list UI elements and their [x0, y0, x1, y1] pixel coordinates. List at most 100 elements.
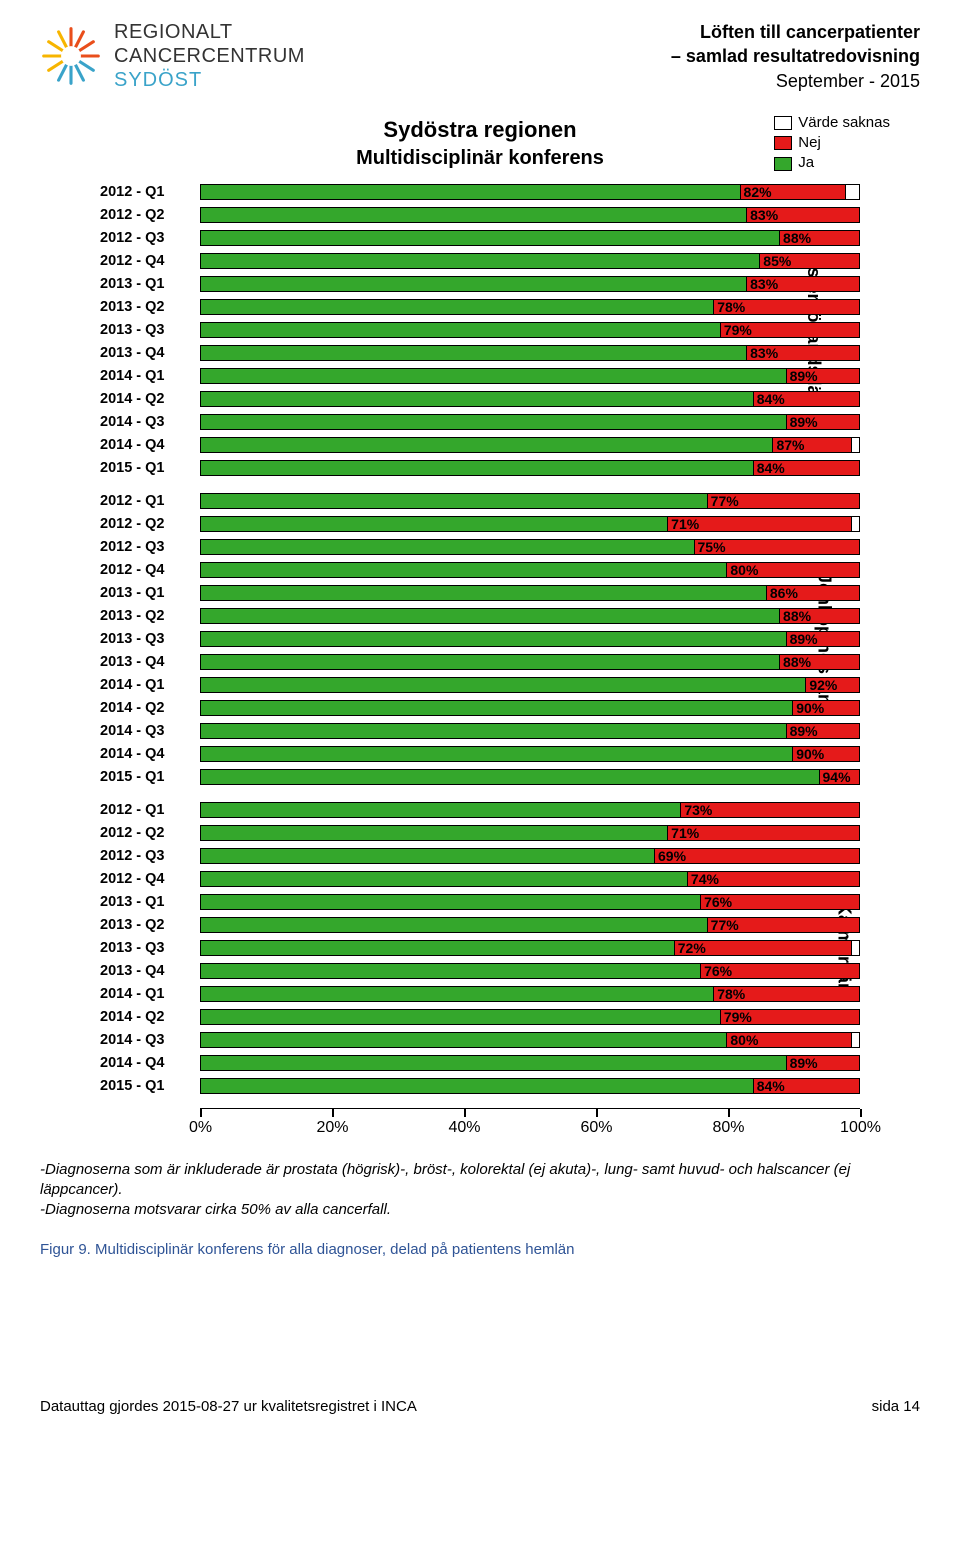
- bar-track: 87%: [200, 437, 860, 453]
- x-tick-label: 60%: [580, 1119, 612, 1137]
- bar-track: 84%: [200, 460, 860, 476]
- x-tick-label: 40%: [448, 1119, 480, 1137]
- x-tick-mark: [728, 1109, 730, 1117]
- bar-segment-ja: [201, 323, 721, 337]
- bar-row: 2013 - Q476%: [100, 960, 860, 983]
- bar-segment-ja: [201, 987, 714, 1001]
- bar-segment-ja: [201, 392, 754, 406]
- bar-y-label: 2012 - Q2: [100, 207, 200, 223]
- bar-segment-ja: [201, 369, 787, 383]
- legend-swatch: [774, 116, 792, 130]
- bar-segment-saknas: [852, 941, 859, 955]
- bar-track: 73%: [200, 802, 860, 818]
- bar-track: 89%: [200, 414, 860, 430]
- bar-pct-label: 94%: [823, 769, 851, 785]
- bar-segment-ja: [201, 517, 668, 531]
- bar-pct-label: 87%: [776, 437, 804, 453]
- bar-segment-ja: [201, 849, 655, 863]
- bar-track: 89%: [200, 368, 860, 384]
- bar-row: 2013 - Q488%: [100, 651, 860, 674]
- bar-y-label: 2013 - Q1: [100, 894, 200, 910]
- bar-segment-ja: [201, 185, 741, 199]
- bar-y-label: 2014 - Q3: [100, 723, 200, 739]
- bar-track: 71%: [200, 516, 860, 532]
- chart-group: Kalmar län2012 - Q173%2012 - Q271%2012 -…: [100, 799, 860, 1098]
- x-tick: 0%: [200, 1109, 201, 1117]
- header-right-line1: Löften till cancerpatienter: [671, 20, 920, 44]
- bar-pct-label: 75%: [698, 539, 726, 555]
- x-tick: 80%: [728, 1109, 729, 1117]
- bar-pct-label: 89%: [790, 723, 818, 739]
- bar-pct-label: 72%: [678, 940, 706, 956]
- org-name: REGIONALT CANCERCENTRUM SYDÖST: [114, 20, 305, 92]
- legend-swatch: [774, 136, 792, 150]
- figure-caption: Figur 9. Multidisciplinär konferens för …: [40, 1241, 920, 1258]
- bar-segment-ja: [201, 494, 708, 508]
- bar-row: 2014 - Q389%: [100, 411, 860, 434]
- bar-segment-ja: [201, 300, 714, 314]
- bar-y-label: 2012 - Q2: [100, 825, 200, 841]
- bar-row: 2013 - Q176%: [100, 891, 860, 914]
- bar-track: 79%: [200, 1009, 860, 1025]
- chart-notes: -Diagnoserna som är inkluderade är prost…: [40, 1160, 920, 1221]
- logo-block: REGIONALT CANCERCENTRUM SYDÖST: [40, 20, 305, 92]
- bar-pct-label: 77%: [711, 917, 739, 933]
- bar-track: 80%: [200, 1032, 860, 1048]
- bar-y-label: 2013 - Q2: [100, 608, 200, 624]
- bar-row: 2012 - Q485%: [100, 250, 860, 273]
- bar-row: 2013 - Q277%: [100, 914, 860, 937]
- bar-y-label: 2015 - Q1: [100, 1078, 200, 1094]
- bar-segment-ja: [201, 895, 701, 909]
- legend-item: Värde saknas: [774, 113, 890, 133]
- bar-y-label: 2012 - Q2: [100, 516, 200, 532]
- x-tick-mark: [464, 1109, 466, 1117]
- bar-segment-ja: [201, 770, 820, 784]
- bar-y-label: 2013 - Q1: [100, 276, 200, 292]
- bar-segment-ja: [201, 964, 701, 978]
- bar-row: 2012 - Q271%: [100, 822, 860, 845]
- header-right-line3: September - 2015: [671, 69, 920, 93]
- bar-track: 80%: [200, 562, 860, 578]
- bar-pct-label: 74%: [691, 871, 719, 887]
- bar-pct-label: 86%: [770, 585, 798, 601]
- bar-segment-ja: [201, 563, 727, 577]
- legend-label: Värde saknas: [798, 113, 890, 133]
- chart: Värde saknasNejJa Sydöstra regionen Mult…: [100, 117, 860, 1142]
- bar-track: 69%: [200, 848, 860, 864]
- bar-row: 2013 - Q372%: [100, 937, 860, 960]
- bar-y-label: 2012 - Q4: [100, 871, 200, 887]
- bar-track: 83%: [200, 276, 860, 292]
- bar-row: 2012 - Q283%: [100, 204, 860, 227]
- bar-segment-ja: [201, 724, 787, 738]
- bar-pct-label: 78%: [717, 986, 745, 1002]
- bar-row: 2014 - Q192%: [100, 674, 860, 697]
- bar-segment-ja: [201, 609, 780, 623]
- bar-pct-label: 71%: [671, 516, 699, 532]
- bar-track: 77%: [200, 493, 860, 509]
- bar-track: 83%: [200, 345, 860, 361]
- bar-pct-label: 80%: [730, 562, 758, 578]
- note-line-2: -Diagnoserna motsvarar cirka 50% av alla…: [40, 1200, 920, 1220]
- bar-y-label: 2014 - Q1: [100, 368, 200, 384]
- bar-pct-label: 88%: [783, 654, 811, 670]
- bar-y-label: 2014 - Q4: [100, 1055, 200, 1071]
- bar-track: 85%: [200, 253, 860, 269]
- bar-segment-ja: [201, 1056, 787, 1070]
- footer-left: Datauttag gjordes 2015-08-27 ur kvalitet…: [40, 1398, 417, 1415]
- bar-row: 2015 - Q184%: [100, 457, 860, 480]
- bar-y-label: 2014 - Q4: [100, 746, 200, 762]
- bar-row: 2014 - Q4 90%: [100, 743, 860, 766]
- bar-row: 2012 - Q2 71%: [100, 513, 860, 536]
- bar-segment-ja: [201, 415, 787, 429]
- legend-label: Ja: [798, 153, 814, 173]
- bar-row: 2013 - Q183%: [100, 273, 860, 296]
- x-tick-mark: [596, 1109, 598, 1117]
- bar-segment-ja: [201, 701, 793, 715]
- bar-track: 89%: [200, 1055, 860, 1071]
- bar-track: 74%: [200, 871, 860, 887]
- bar-segment-ja: [201, 655, 780, 669]
- bar-track: 78%: [200, 986, 860, 1002]
- bar-pct-label: 90%: [796, 746, 824, 762]
- legend-item: Nej: [774, 133, 890, 153]
- bar-y-label: 2012 - Q3: [100, 848, 200, 864]
